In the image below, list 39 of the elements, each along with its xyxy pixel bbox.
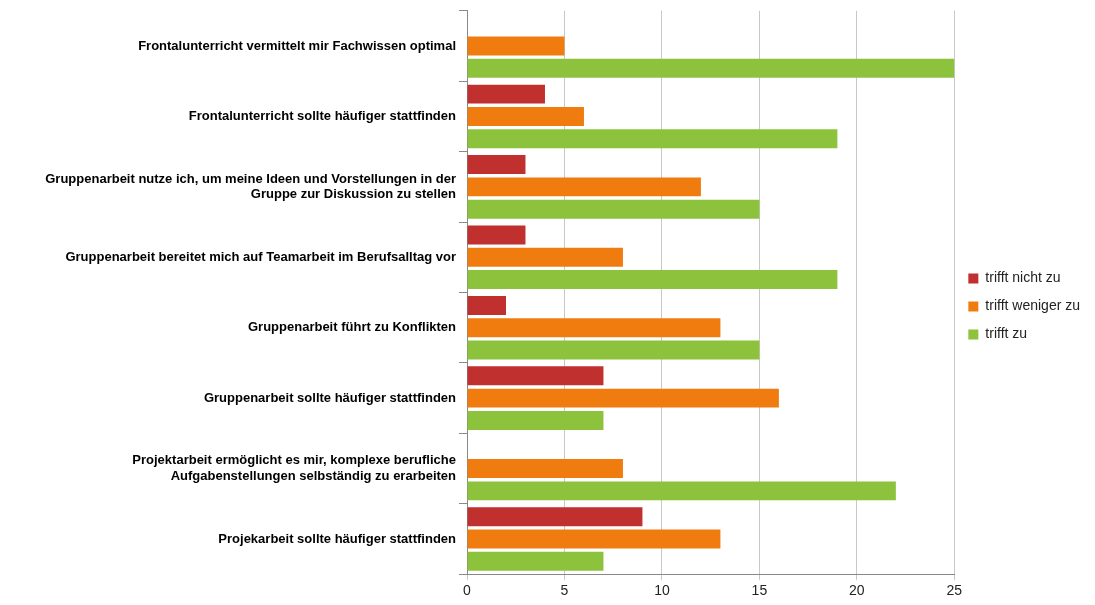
bar [467,551,604,571]
y-tick-label: Projekarbeit sollte häufiger stattfinden [218,530,457,546]
bar [467,199,760,219]
x-tick-label: 15 [751,582,768,599]
bar [467,318,721,338]
y-tick-label: Gruppenarbeit führt zu Konflikten [248,319,457,335]
legend-label: trifft zu [985,325,1028,342]
y-tick-label: Gruppenarbeit bereitet mich auf Teamarbeit im Berufsalltag vor [65,248,456,264]
bar [467,58,955,78]
y-tick-label: Projektarbeit ermöglicht es mir, komplexe berufliche Aufgabenstellungen selbständig zu erarbeiten [132,452,457,483]
bar [467,247,623,267]
bar [467,410,604,430]
legend-label: trifft weniger zu [985,297,1080,314]
y-tick-label: Frontalunterricht vermittelt mir Fachwissen optimal [138,37,456,53]
y-tick-label: Gruppenarbeit sollte häufiger stattfinden [203,389,457,405]
bar [467,106,584,126]
bar [467,507,643,527]
bar [467,155,526,175]
bar [467,270,838,290]
bar [467,295,506,315]
bar [467,529,721,549]
x-tick-label: 20 [849,582,865,599]
bar [467,225,526,245]
bar [467,36,565,56]
bar [467,388,779,408]
x-tick-label: 0 [463,582,472,599]
bar [467,84,545,104]
legend-label: trifft nicht zu [985,269,1061,286]
x-tick-label: 5 [560,582,569,599]
y-tick-label: Gruppenarbeit nutze ich, um meine Ideen und Vorstellungen in der Gruppe zur Diskussion zu stellen [45,170,457,202]
bar [467,366,604,386]
bar [467,340,760,360]
x-tick-label: 10 [654,582,670,599]
bar [467,459,623,479]
y-tick-label: Frontalunterricht sollte häufiger stattfinden [188,108,457,124]
bar [467,177,701,197]
bar [467,129,838,149]
x-tick-label: 25 [946,582,963,599]
bar [467,481,896,501]
